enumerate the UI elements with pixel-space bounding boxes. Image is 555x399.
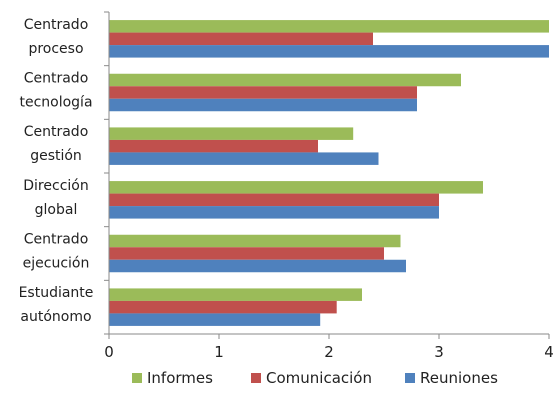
category-label: Centrado proceso [24,17,89,57]
category-label: Centrado ejecución [23,232,90,272]
bar-informes-2 [109,127,354,140]
legend-swatch-informes [132,373,142,383]
category-labels-group: Centrado proceso Centrado tecnología Centrad… [19,11,109,335]
category-label: Centrado tecnología [19,71,92,111]
bar-comunicación-0 [109,32,373,46]
legend: Informes Comunicación Reuniones [132,369,498,387]
legend-swatch-reuniones [405,373,415,383]
x-tick-label: 1 [214,343,224,361]
legend-label-comunicación: Comunicación [266,369,372,387]
x-tick-label: 3 [434,343,444,361]
bar-comunicación-2 [109,139,318,153]
x-tick-label: 0 [104,343,114,361]
x-tick-label: 4 [544,343,554,361]
bar-reuniones-2 [109,152,379,165]
bar-comunicación-4 [109,247,384,260]
x-ticks-group: 0 1 2 3 4 [104,334,554,361]
bar-reuniones-4 [109,259,406,273]
x-tick-label: 2 [324,343,334,361]
bar-reuniones-0 [109,45,549,58]
bar-informes-0 [109,20,549,33]
legend-label-informes: Informes [147,369,213,387]
bar-informes-1 [109,73,461,87]
category-label: Centrado gestión [24,124,89,164]
bar-informes-3 [109,181,483,194]
bar-comunicación-5 [109,300,337,314]
bar-informes-4 [109,234,401,248]
bars-group [109,20,549,326]
bar-reuniones-3 [109,206,439,219]
bar-comunicación-1 [109,86,417,99]
legend-label-reuniones: Reuniones [420,369,498,387]
bar-informes-5 [109,288,362,301]
bar-comunicación-3 [109,193,439,207]
legend-swatch-comunicación [251,373,261,383]
category-label: Dirección global [23,178,88,218]
bar-reuniones-5 [109,313,321,326]
category-label: Estudiante autónomo [19,285,94,325]
bar-reuniones-1 [109,98,417,112]
